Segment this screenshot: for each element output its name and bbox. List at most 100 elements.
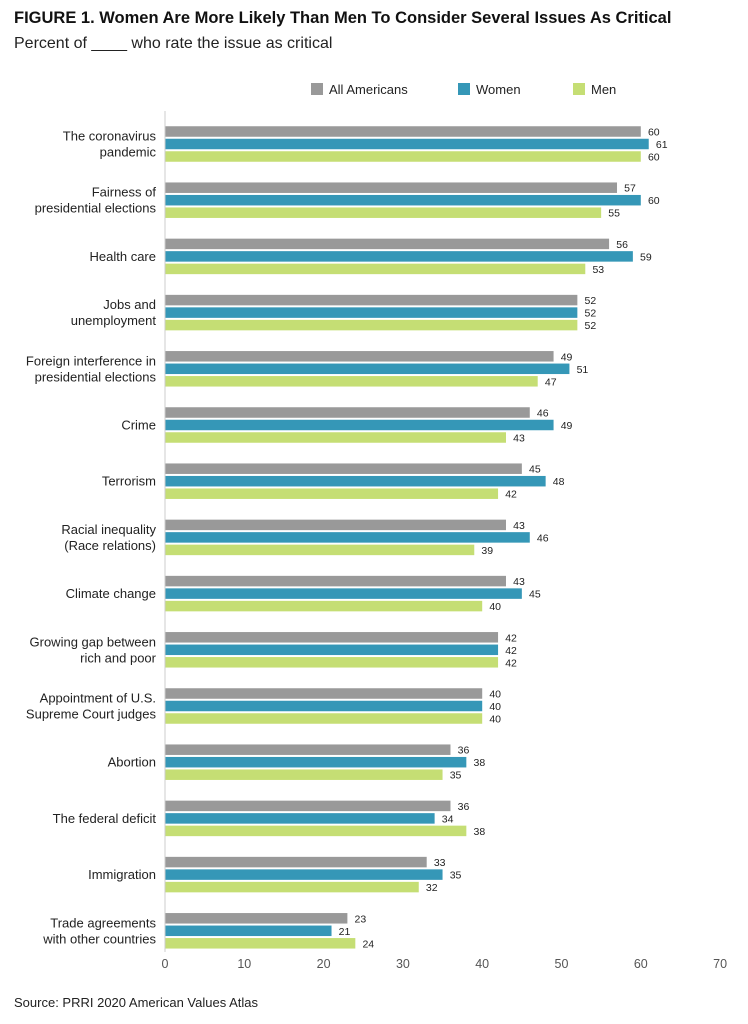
bar (165, 351, 554, 362)
x-tick-label: 40 (475, 957, 489, 971)
bar (165, 363, 570, 375)
bar (165, 756, 467, 768)
category-label: Terrorism (102, 474, 156, 489)
value-label: 36 (458, 801, 470, 813)
value-label: 40 (489, 689, 501, 701)
value-label: 40 (489, 701, 501, 713)
bar (165, 544, 475, 556)
source-note: Source: PRRI 2020 American Values Atlas (14, 995, 258, 1010)
bar (165, 238, 610, 250)
bar (165, 151, 641, 162)
x-tick-label: 50 (555, 957, 569, 971)
value-label: 52 (585, 295, 597, 307)
value-label: 36 (458, 745, 470, 757)
bar (165, 319, 578, 331)
category-label: Climate change (66, 586, 156, 601)
value-label: 32 (426, 882, 438, 894)
legend-swatch (573, 83, 585, 95)
bar (165, 263, 586, 275)
value-label: 35 (450, 870, 462, 882)
value-label: 43 (513, 520, 525, 532)
value-label: 43 (513, 433, 525, 445)
bar-chart: All Americans Women Men The coronavirus pand… (26, 82, 727, 971)
value-label: 42 (505, 645, 517, 657)
value-label: 61 (656, 139, 668, 151)
value-label: 39 (481, 545, 493, 557)
bar (165, 432, 506, 443)
category-label: Crime (121, 418, 156, 433)
bar (165, 138, 649, 150)
bar (165, 207, 602, 218)
value-label: 60 (648, 195, 660, 207)
value-label: 23 (355, 913, 367, 925)
legend-label: All Americans (329, 82, 408, 97)
value-label: 57 (624, 183, 636, 195)
value-label: 55 (608, 208, 620, 220)
x-tick-label: 60 (634, 957, 648, 971)
value-label: 43 (513, 576, 525, 588)
bar (165, 419, 554, 431)
legend-swatch (311, 83, 323, 95)
bar (165, 307, 578, 318)
value-label: 47 (545, 376, 557, 388)
value-label: 42 (505, 657, 517, 669)
category-label: Foreign interference in presidential elec… (26, 353, 157, 384)
bar (165, 644, 499, 656)
legend-label: Women (476, 82, 521, 97)
bar (165, 463, 522, 474)
value-label: 45 (529, 589, 541, 601)
bar (165, 475, 546, 487)
legend-swatch (458, 83, 470, 95)
x-tick-label: 20 (317, 957, 331, 971)
value-label: 45 (529, 464, 541, 476)
value-label: 46 (537, 532, 549, 544)
bar (165, 407, 530, 418)
bar (165, 938, 356, 949)
value-label: 52 (585, 308, 597, 320)
bar (165, 588, 522, 599)
category-label: Health care (90, 249, 156, 264)
bar (165, 881, 419, 893)
bar (165, 632, 499, 643)
bar (165, 744, 451, 755)
bar (165, 700, 483, 712)
value-label: 24 (362, 938, 374, 950)
value-label: 56 (616, 239, 628, 251)
category-label: Growing gap between rich and poor (30, 634, 157, 665)
value-label: 34 (442, 813, 454, 825)
value-label: 60 (648, 152, 660, 164)
category-label: Immigration (88, 867, 156, 882)
category-label: Trade agreements with other countries (42, 915, 156, 946)
value-label: 49 (561, 351, 573, 363)
category-label: Appointment of U.S. Supreme Court judges (26, 691, 157, 722)
bar (165, 688, 483, 699)
category-label: Racial inequality (Race relations) (61, 522, 156, 553)
value-label: 59 (640, 251, 652, 263)
bar (165, 825, 467, 837)
bar (165, 913, 348, 924)
bar (165, 925, 332, 937)
x-tick-label: 70 (713, 957, 727, 971)
bar (165, 126, 641, 137)
bar (165, 600, 483, 612)
bar (165, 251, 633, 262)
x-tick-label: 0 (162, 957, 169, 971)
bar (165, 532, 530, 543)
bar (165, 575, 506, 587)
category-label: Jobs and unemployment (71, 297, 157, 328)
value-label: 53 (592, 264, 604, 276)
chart-subtitle: Percent of ____ who rate the issue as cr… (14, 35, 333, 52)
bar (165, 800, 451, 812)
legend-label: Men (591, 82, 616, 97)
value-label: 40 (489, 714, 501, 726)
bar (165, 294, 578, 306)
value-label: 42 (505, 489, 517, 501)
value-label: 51 (577, 364, 589, 376)
value-label: 38 (473, 826, 485, 838)
bar (165, 769, 443, 780)
bar (165, 856, 427, 868)
bar (165, 869, 443, 880)
value-label: 48 (553, 476, 565, 488)
value-label: 35 (450, 770, 462, 782)
x-tick-label: 10 (237, 957, 251, 971)
